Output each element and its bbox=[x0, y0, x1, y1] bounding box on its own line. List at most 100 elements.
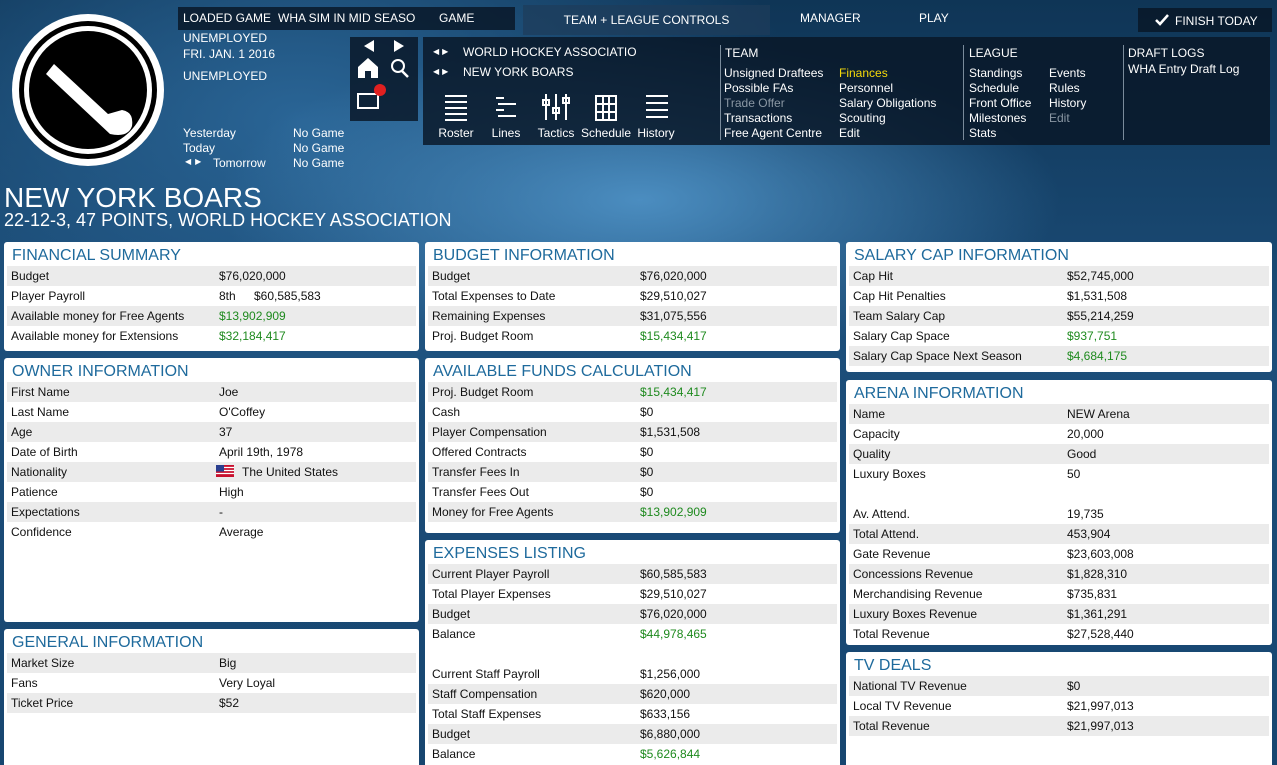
status-date: FRI. JAN. 1 2016 bbox=[183, 47, 276, 61]
row-label: Budget bbox=[432, 269, 471, 283]
row-label: Offered Contracts bbox=[432, 445, 527, 459]
row-label: Patience bbox=[11, 485, 58, 499]
panel-title: SALARY CAP INFORMATION bbox=[854, 247, 1069, 264]
row-value: $21,997,013 bbox=[1067, 719, 1134, 733]
row-label: Budget bbox=[11, 269, 50, 283]
row-label: Total Player Expenses bbox=[432, 587, 551, 601]
row-label: Proj. Budget Room bbox=[432, 329, 534, 343]
panel-row: Salary Cap Space $937,751 bbox=[849, 326, 1269, 346]
panel-row: Confidence Average bbox=[7, 522, 416, 542]
row-value: NEW Arena bbox=[1067, 407, 1130, 421]
controls-tab[interactable] bbox=[523, 5, 770, 35]
row-label: Cap Hit Penalties bbox=[853, 289, 946, 303]
row-label: Transfer Fees Out bbox=[432, 485, 529, 499]
row-value: The United States bbox=[242, 465, 339, 479]
toolbar-label[interactable]: History bbox=[637, 126, 675, 140]
row-value: 20,000 bbox=[1067, 427, 1104, 441]
menu-item[interactable]: Milestones bbox=[969, 111, 1027, 125]
row-label: Gate Revenue bbox=[853, 547, 931, 561]
panel-row: Balance $5,626,844 bbox=[428, 744, 837, 764]
panel-row: Current Player Payroll $60,585,583 bbox=[428, 564, 837, 584]
panel-title: OWNER INFORMATION bbox=[12, 363, 189, 380]
toolbar-label[interactable]: Lines bbox=[491, 126, 521, 140]
menu-item[interactable]: Rules bbox=[1049, 81, 1080, 95]
panel-row: Capacity 20,000 bbox=[849, 424, 1269, 444]
panel-row: Total Player Expenses $29,510,027 bbox=[428, 584, 837, 604]
menu-item[interactable]: Scouting bbox=[839, 111, 886, 125]
row-value: $1,531,508 bbox=[640, 425, 701, 439]
nav-icons[interactable] bbox=[350, 37, 418, 121]
controls-label[interactable]: TEAM + LEAGUE CONTROLS bbox=[563, 13, 730, 27]
panel-row: Proj. Budget Room $15,434,417 bbox=[428, 382, 837, 402]
row-value: $0 bbox=[640, 405, 654, 419]
menu-item[interactable]: Stats bbox=[969, 126, 997, 140]
menu-item[interactable]: Possible FAs bbox=[724, 81, 794, 95]
panel-row: Gate Revenue $23,603,008 bbox=[849, 544, 1269, 564]
row-value: $0 bbox=[640, 485, 654, 499]
row-value: Very Loyal bbox=[219, 676, 276, 690]
loaded-label: LOADED GAME bbox=[183, 11, 272, 25]
menu-item[interactable]: Transactions bbox=[724, 111, 793, 125]
row-value: $60,585,583 bbox=[640, 567, 707, 581]
row-value: $6,880,000 bbox=[640, 727, 701, 741]
row-label: Player Payroll bbox=[11, 289, 86, 303]
menu-item[interactable]: Events bbox=[1049, 66, 1086, 80]
menu-item[interactable]: Standings bbox=[969, 66, 1023, 80]
nav-team[interactable]: NEW YORK BOARS bbox=[463, 65, 574, 79]
game-menu[interactable]: GAME bbox=[439, 11, 475, 25]
row-label: Balance bbox=[432, 627, 476, 641]
menu-title: DRAFT LOGS bbox=[1128, 46, 1205, 60]
toolbar-label[interactable]: Roster bbox=[438, 126, 474, 140]
row-label: Current Player Payroll bbox=[432, 567, 550, 581]
row-value: $620,000 bbox=[640, 687, 691, 701]
schedule-game: No Game bbox=[293, 126, 345, 140]
row-value: $633,156 bbox=[640, 707, 691, 721]
panel-row: Total Revenue $21,997,013 bbox=[849, 716, 1269, 736]
menu-item[interactable]: Salary Obligations bbox=[839, 96, 937, 110]
menu-item[interactable]: Personnel bbox=[839, 81, 894, 95]
row-label: Proj. Budget Room bbox=[432, 385, 534, 399]
row-value: $52 bbox=[219, 696, 240, 710]
finish-button[interactable] bbox=[1138, 8, 1272, 32]
row-value: $4,684,175 bbox=[1067, 349, 1128, 363]
menu-item[interactable]: Front Office bbox=[969, 96, 1032, 110]
menu-item[interactable]: WHA Entry Draft Log bbox=[1128, 62, 1240, 76]
menu-item[interactable]: Free Agent Centre bbox=[724, 126, 823, 140]
menu-item[interactable]: History bbox=[1049, 96, 1087, 110]
menu-item[interactable]: Schedule bbox=[969, 81, 1020, 95]
menu-item[interactable]: Unsigned Draftees bbox=[724, 66, 824, 80]
panel-row: Player Compensation $1,531,508 bbox=[428, 422, 837, 442]
team-name: NEW YORK BOARS bbox=[4, 182, 262, 213]
row-label: Luxury Boxes bbox=[853, 467, 926, 481]
menu-item[interactable]: Trade Offer bbox=[724, 96, 785, 110]
nav-league[interactable]: WORLD HOCKEY ASSOCIATIO bbox=[463, 45, 637, 59]
row-label: Cap Hit bbox=[853, 269, 894, 283]
menu-item[interactable]: Finances bbox=[839, 66, 888, 80]
panel-row: Total Attend. 453,904 bbox=[849, 524, 1269, 544]
row-value: 19,735 bbox=[1067, 507, 1104, 521]
row-value: 37 bbox=[219, 425, 233, 439]
toolbar-label[interactable]: Tactics bbox=[537, 126, 575, 140]
row-label: Current Staff Payroll bbox=[432, 667, 540, 681]
row-label: Fans bbox=[11, 676, 38, 690]
row-value: Joe bbox=[219, 385, 239, 399]
separator bbox=[1123, 45, 1124, 140]
menu-item[interactable]: Edit bbox=[839, 126, 860, 140]
row-label: Av. Attend. bbox=[853, 507, 910, 521]
toolbar-label[interactable]: Schedule bbox=[580, 126, 632, 140]
manager-menu[interactable]: MANAGER bbox=[800, 11, 861, 25]
menu-item[interactable]: Edit bbox=[1049, 111, 1070, 125]
row-label: Player Compensation bbox=[432, 425, 547, 439]
row-label: Quality bbox=[853, 447, 891, 461]
row-label: Total Expenses to Date bbox=[432, 289, 556, 303]
finish-label[interactable]: FINISH TODAY bbox=[1175, 14, 1258, 28]
info-panel: TV DEALS National TV Revenue $0 Local TV Re… bbox=[846, 652, 1272, 765]
save-name: WHA SIM IN MID SEASO bbox=[278, 11, 416, 25]
play-menu[interactable]: PLAY bbox=[919, 11, 949, 25]
panel-row: Local TV Revenue $21,997,013 bbox=[849, 696, 1269, 716]
toolbar-icons[interactable] bbox=[430, 90, 680, 122]
panel-row: Budget $76,020,000 bbox=[428, 266, 837, 286]
row-value: $0 bbox=[1067, 679, 1081, 693]
row-value: High bbox=[219, 485, 244, 499]
row-value: 453,904 bbox=[1067, 527, 1111, 541]
